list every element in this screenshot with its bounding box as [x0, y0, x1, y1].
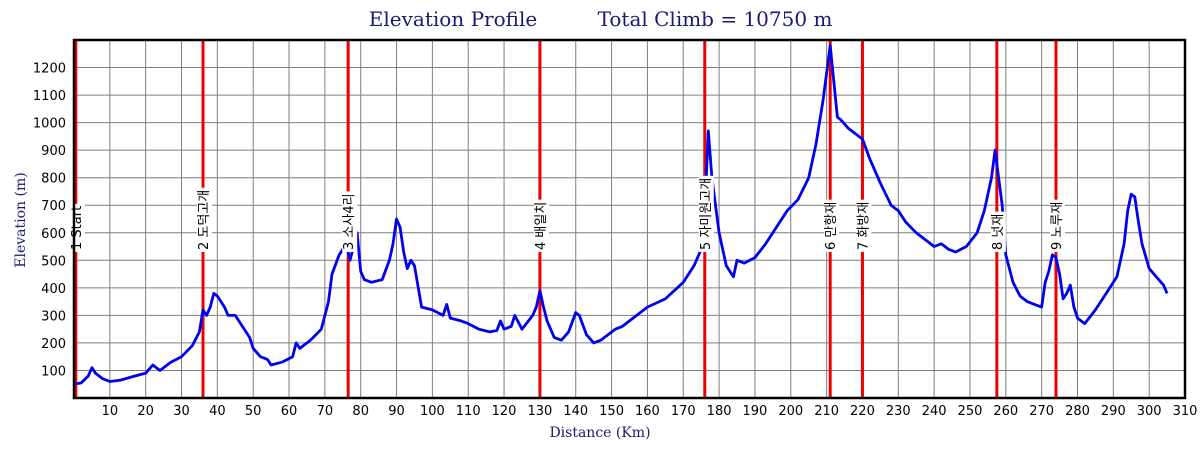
y-axis-label: Elevation (m): [13, 172, 29, 267]
x-tick-label: 140: [563, 404, 588, 419]
chart-subtitle: Total Climb = 10750 m: [598, 7, 833, 31]
x-tick-label: 100: [420, 404, 445, 419]
x-tick-label: 270: [1029, 404, 1054, 419]
waypoint-label-group: 2 도덕고개: [197, 187, 213, 252]
x-tick-label: 290: [1101, 404, 1126, 419]
waypoint-label-group: 1 Start: [69, 203, 85, 252]
waypoint-label-background: [698, 175, 714, 252]
x-tick-labels: 10 20 30 40 50 60 70 80 90 100 110 120 130 140 150 160 1…: [102, 404, 1198, 419]
x-tick-label: 70: [317, 404, 334, 419]
waypoint-label-group: 3 소사4리: [342, 191, 358, 252]
x-tick-label: 180: [707, 404, 732, 419]
waypoint-label-group: 8 넛재: [990, 211, 1006, 252]
y-tick-label: 800: [41, 172, 66, 187]
x-tick-label: 300: [1137, 404, 1162, 419]
y-tick-label: 700: [41, 199, 66, 214]
plot-frame: [72, 38, 1187, 400]
x-tick-label: 80: [352, 404, 369, 419]
x-tick-label: 110: [456, 404, 481, 419]
y-tick-labels: 100 200 300 400 500 600 700 800 900 1000 1100 1200: [33, 62, 66, 380]
x-tick-label: 250: [958, 404, 983, 419]
y-tick-label: 600: [41, 227, 66, 242]
x-tick-label: 210: [814, 404, 839, 419]
y-tick-label: 1200: [33, 62, 66, 77]
waypoint-label-group: 7 화방재: [856, 199, 872, 252]
x-tick-label: 150: [599, 404, 624, 419]
x-tick-label: 60: [281, 404, 298, 419]
waypoint-label-background: [856, 199, 872, 252]
x-tick-label: 160: [635, 404, 660, 419]
waypoint-label-group: 9 노루재: [1049, 199, 1065, 252]
waypoint-label-background: [990, 211, 1006, 252]
x-tick-label: 90: [388, 404, 405, 419]
y-tick-label: 100: [41, 364, 66, 379]
waypoint-label-background: [1049, 199, 1065, 252]
y-tick-label: 900: [41, 144, 66, 159]
waypoint-label-background: [342, 191, 358, 252]
chart-title: Elevation Profile: [369, 7, 537, 31]
x-tick-label: 220: [850, 404, 875, 419]
x-tick-label: 120: [492, 404, 517, 419]
x-tick-label: 280: [1065, 404, 1090, 419]
waypoint-label: 8 넛재: [991, 214, 1006, 250]
waypoint-lines: [74, 40, 1058, 398]
x-tick-label: 260: [993, 404, 1018, 419]
waypoint-label: 3 소사4리: [342, 193, 357, 250]
x-tick-label: 190: [743, 404, 768, 419]
x-tick-label: 310: [1173, 404, 1198, 419]
x-tick-label: 200: [778, 404, 803, 419]
y-tick-label: 1000: [33, 117, 66, 132]
x-tick-label: 40: [209, 404, 226, 419]
x-tick-label: 50: [245, 404, 262, 419]
x-tick-label: 20: [137, 404, 154, 419]
y-tick-label: 400: [41, 282, 66, 297]
y-tick-label: 1100: [33, 89, 66, 104]
waypoint-label-background: [533, 199, 549, 252]
x-axis-label: Distance (Km): [549, 425, 650, 441]
elevation-line: [73, 44, 1169, 386]
x-tick-label: 10: [102, 404, 119, 419]
waypoint-label: 4 배일치: [534, 202, 549, 250]
waypoint-label: 1 Start: [70, 206, 85, 250]
waypoint-label-background: [824, 199, 840, 252]
waypoint-label: 5 자미원고개: [699, 178, 714, 250]
waypoint-label-group: 5 자미원고개: [698, 175, 714, 252]
waypoint-label: 6 만항재: [824, 202, 839, 250]
x-tick-label: 30: [173, 404, 190, 419]
waypoint-labels: 1 Start 2 도덕고개 3 소사4리 4 배일치 5 자미원고개 6 만항재 7 화방…: [69, 175, 1065, 252]
waypoint-label: 7 화방재: [856, 202, 871, 250]
x-tick-label: 170: [671, 404, 696, 419]
x-tick-label: 130: [527, 404, 552, 419]
y-tick-label: 300: [41, 309, 66, 324]
x-tick-label: 230: [886, 404, 911, 419]
y-tick-label: 500: [41, 254, 66, 269]
waypoint-label-group: 6 만항재: [824, 199, 840, 252]
waypoint-label: 2 도덕고개: [197, 190, 212, 250]
y-tick-label: 200: [41, 337, 66, 352]
x-tick-label: 240: [922, 404, 947, 419]
waypoint-label: 9 노루재: [1050, 202, 1065, 250]
waypoint-label-group: 4 배일치: [533, 199, 549, 252]
waypoint-label-background: [197, 187, 213, 252]
grid: [74, 40, 1186, 398]
